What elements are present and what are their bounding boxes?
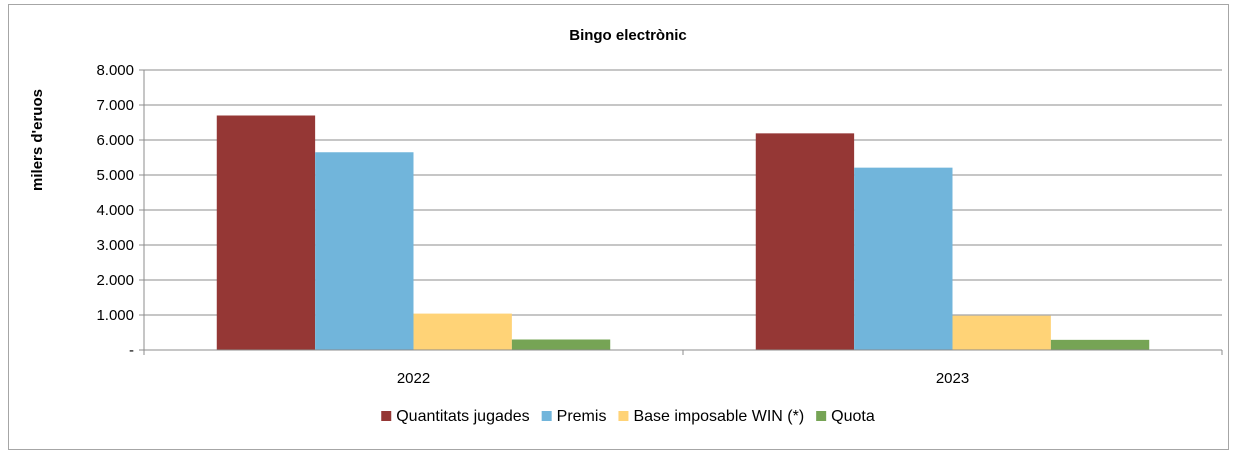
legend-label: Premis xyxy=(557,408,607,425)
y-tick-label: 1.000 xyxy=(96,307,134,324)
y-tick-label: 6.000 xyxy=(96,132,134,149)
legend-label: Quota xyxy=(831,408,875,425)
bar-quota-2022 xyxy=(511,339,611,350)
legend-swatch xyxy=(816,411,827,421)
bar-base-imposable-win-2022 xyxy=(413,313,512,350)
bar-premis-2022 xyxy=(315,152,414,350)
x-tick-label: 2022 xyxy=(397,370,430,387)
chart-title: Bingo electrònic xyxy=(569,27,687,44)
y-axis-ticks: - 1.000 2.000 3.000 4.000 5.000 6.000 7.000 8.00… xyxy=(96,62,144,359)
bar-quota-2023 xyxy=(1050,339,1150,350)
legend-label: Base imposable WIN (*) xyxy=(633,408,804,425)
legend-swatch xyxy=(381,411,392,421)
x-axis-ticks: 2022 2023 xyxy=(143,350,1223,387)
legend: Quantitats jugades Premis Base imposable W… xyxy=(381,408,875,425)
legend-swatch xyxy=(618,411,629,421)
y-tick-label: 2.000 xyxy=(96,272,134,289)
y-tick-label: 3.000 xyxy=(96,237,134,254)
bars xyxy=(216,115,1150,350)
chart-frame xyxy=(8,4,1229,450)
bar-quantitats-jugades-2023 xyxy=(755,133,855,350)
y-tick-label: 7.000 xyxy=(96,97,134,114)
y-tick-label: 8.000 xyxy=(96,62,134,79)
bar-quantitats-jugades-2022 xyxy=(216,115,316,350)
legend-label: Quantitats jugades xyxy=(396,408,529,425)
bar-premis-2023 xyxy=(854,167,953,350)
y-axis-label: milers d'eruos xyxy=(29,89,46,191)
y-tick-label: 4.000 xyxy=(96,202,134,219)
y-tick-label: - xyxy=(129,342,134,359)
legend-swatch xyxy=(541,411,552,421)
y-tick-label: 5.000 xyxy=(96,167,134,184)
bar-base-imposable-win-2023 xyxy=(952,315,1051,350)
x-tick-label: 2023 xyxy=(936,370,969,387)
